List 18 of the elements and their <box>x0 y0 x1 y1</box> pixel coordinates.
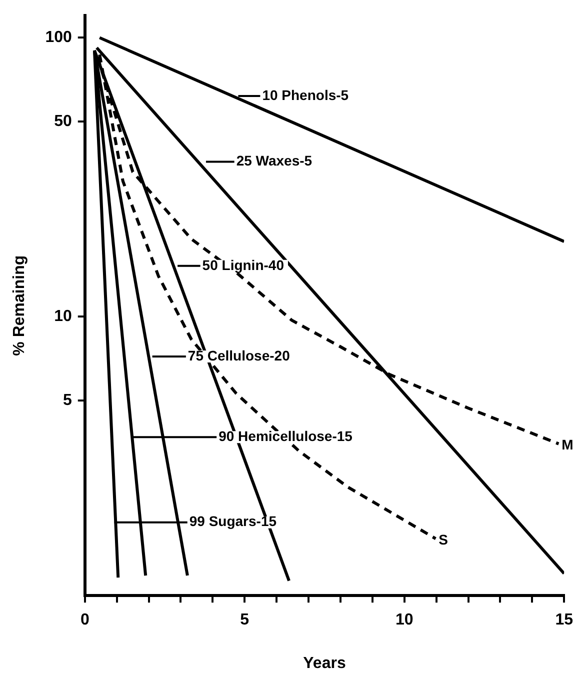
x-tick-label: 15 <box>555 612 574 629</box>
y-tick-label: 100 <box>45 29 72 46</box>
y-tick-label: 50 <box>54 113 72 130</box>
series-label: S <box>438 532 448 548</box>
annotation: 25 Waxes-5 <box>236 152 312 169</box>
x-tick-label: 10 <box>395 612 414 629</box>
series-label: M <box>562 436 574 453</box>
y-tick-label: 5 <box>62 392 72 410</box>
annotation: 10 Phenols-5 <box>262 86 349 103</box>
annotation: 75 Cellulose-20 <box>188 347 290 364</box>
y-axis-title: % Remaining <box>11 255 28 356</box>
x-tick-label: 5 <box>240 612 250 629</box>
y-tick-label: 10 <box>54 308 72 326</box>
annotation: 50 Lignin-40 <box>202 256 284 273</box>
x-tick-label: 0 <box>80 612 90 629</box>
x-axis-title: Years <box>303 654 346 672</box>
annotation: 90 Hemicellulose-15 <box>218 428 353 444</box>
annotation: 99 Sugars-15 <box>189 513 277 530</box>
